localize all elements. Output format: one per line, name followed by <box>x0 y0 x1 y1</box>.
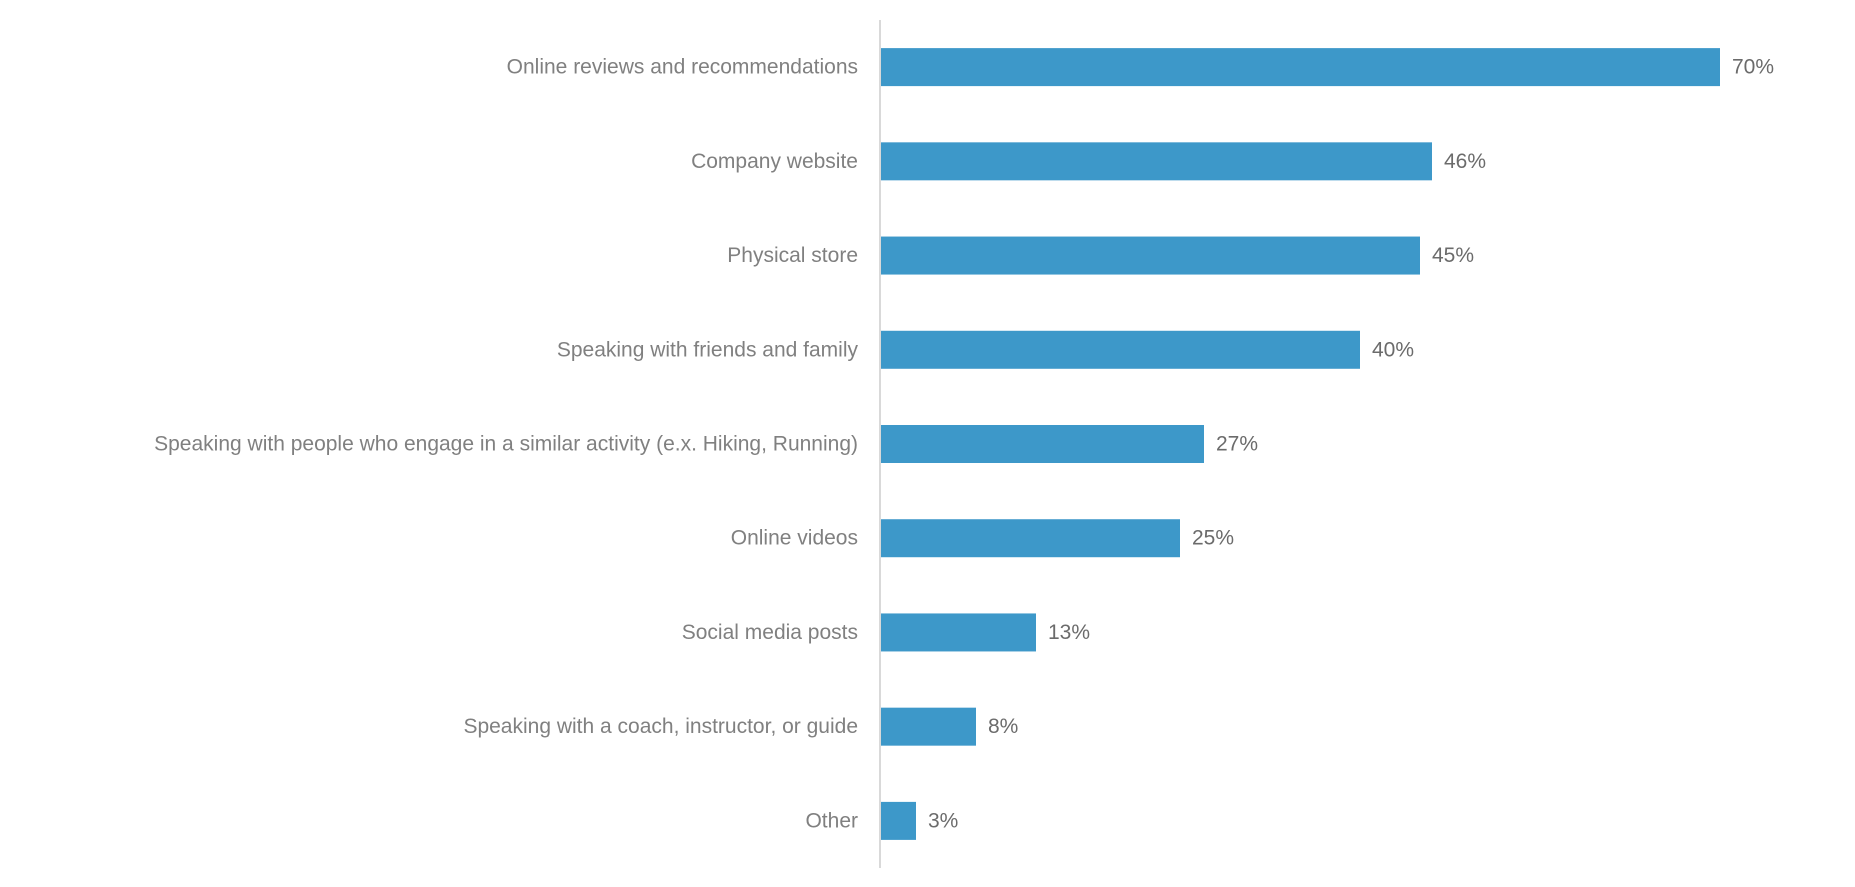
category-label: Online videos <box>731 527 858 550</box>
value-label: 46% <box>1444 150 1486 173</box>
category-label: Other <box>805 809 858 832</box>
bar <box>880 801 916 840</box>
value-label: 3% <box>928 809 958 832</box>
category-label: Social media posts <box>682 621 858 644</box>
bar <box>880 707 976 746</box>
bar <box>880 330 1360 369</box>
bars <box>880 48 1720 840</box>
bar <box>880 48 1720 87</box>
value-label: 70% <box>1732 56 1774 79</box>
bar <box>880 613 1036 652</box>
value-label: 40% <box>1372 338 1414 361</box>
value-label: 25% <box>1192 527 1234 550</box>
bar <box>880 236 1420 275</box>
value-label: 8% <box>988 715 1018 738</box>
bar <box>880 425 1204 463</box>
value-label: 13% <box>1048 621 1090 644</box>
bar <box>880 142 1432 181</box>
category-label: Speaking with a coach, instructor, or gu… <box>463 715 858 738</box>
category-label: Speaking with people who engage in a sim… <box>154 433 858 456</box>
category-label: Online reviews and recommendations <box>507 56 858 79</box>
value-label: 27% <box>1216 433 1258 456</box>
category-label: Physical store <box>727 244 858 267</box>
value-label: 45% <box>1432 244 1474 267</box>
category-label: Speaking with friends and family <box>557 338 859 361</box>
value-labels: 70% 46% 45% 40% 27% 25% 13% 8% 3% <box>928 56 1774 833</box>
category-labels: Online reviews and recommendations Compan… <box>154 56 858 833</box>
bar <box>880 519 1180 558</box>
category-label: Company website <box>691 150 858 173</box>
